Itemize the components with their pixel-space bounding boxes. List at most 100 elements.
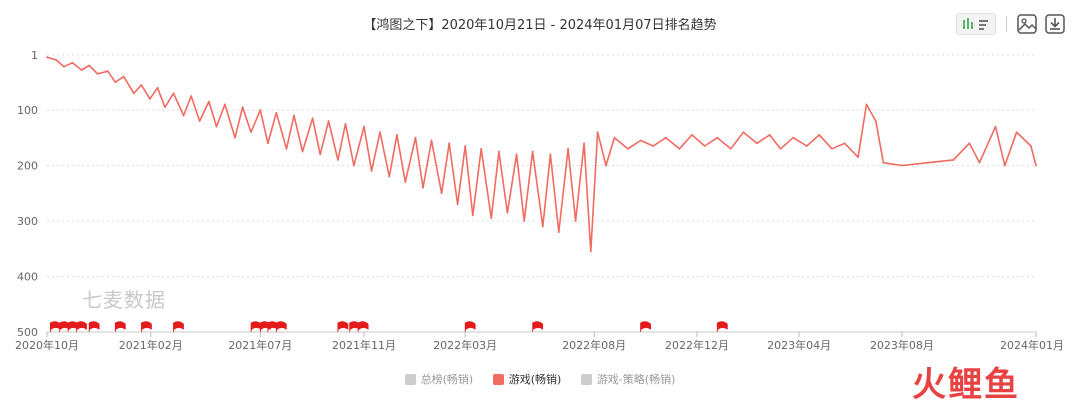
data-point[interactable]: [71, 61, 74, 64]
event-flag[interactable]: [88, 321, 100, 332]
data-point[interactable]: [224, 103, 226, 106]
data-point[interactable]: [857, 156, 859, 159]
event-flag[interactable]: [250, 321, 262, 332]
data-point[interactable]: [843, 142, 846, 145]
data-point[interactable]: [1003, 164, 1006, 167]
data-point[interactable]: [1030, 145, 1032, 147]
data-point[interactable]: [567, 147, 569, 150]
data-point[interactable]: [882, 161, 885, 164]
data-point[interactable]: [515, 153, 518, 156]
data-point[interactable]: [557, 231, 560, 233]
data-point[interactable]: [805, 145, 808, 147]
data-point[interactable]: [531, 150, 534, 153]
data-point[interactable]: [506, 211, 509, 214]
data-point[interactable]: [440, 192, 443, 195]
data-point[interactable]: [241, 106, 244, 109]
data-point[interactable]: [259, 109, 262, 111]
data-point[interactable]: [182, 114, 185, 117]
data-point[interactable]: [471, 214, 474, 217]
data-point[interactable]: [80, 69, 83, 71]
data-point[interactable]: [46, 56, 48, 59]
data-point[interactable]: [994, 125, 997, 128]
data-point[interactable]: [952, 159, 955, 161]
event-flag[interactable]: [464, 321, 476, 332]
data-point[interactable]: [716, 136, 719, 139]
data-point[interactable]: [96, 72, 99, 75]
data-point[interactable]: [215, 125, 218, 128]
data-point[interactable]: [172, 92, 175, 95]
data-point[interactable]: [742, 131, 745, 134]
data-point[interactable]: [664, 136, 667, 139]
data-point[interactable]: [336, 159, 339, 161]
data-point[interactable]: [234, 136, 236, 139]
data-point[interactable]: [327, 120, 330, 122]
event-flag[interactable]: [337, 321, 349, 332]
event-flag[interactable]: [716, 321, 728, 332]
data-point[interactable]: [464, 145, 467, 147]
data-point[interactable]: [456, 203, 459, 206]
data-point[interactable]: [148, 97, 151, 100]
data-point[interactable]: [589, 250, 592, 253]
data-point[interactable]: [164, 106, 166, 109]
data-point[interactable]: [703, 145, 706, 147]
legend-item-total[interactable]: 总榜(畅销): [404, 371, 473, 387]
save-image-button[interactable]: [1016, 13, 1038, 35]
event-flag[interactable]: [640, 321, 651, 332]
download-button[interactable]: [1044, 13, 1066, 35]
data-point[interactable]: [768, 134, 771, 136]
data-point[interactable]: [430, 139, 433, 142]
data-point[interactable]: [301, 150, 304, 153]
data-point[interactable]: [353, 164, 355, 167]
data-point[interactable]: [1035, 164, 1037, 167]
data-point[interactable]: [613, 136, 616, 139]
data-point[interactable]: [198, 120, 201, 122]
data-point[interactable]: [140, 84, 143, 86]
data-point[interactable]: [422, 186, 424, 189]
data-point[interactable]: [114, 81, 117, 84]
data-point[interactable]: [122, 75, 125, 78]
data-point[interactable]: [652, 145, 655, 147]
data-point[interactable]: [62, 65, 65, 68]
data-point[interactable]: [106, 70, 109, 72]
event-flag[interactable]: [49, 321, 61, 332]
data-point[interactable]: [605, 164, 607, 167]
data-point[interactable]: [792, 136, 795, 139]
data-point[interactable]: [404, 181, 407, 184]
data-point[interactable]: [480, 147, 483, 150]
data-point[interactable]: [865, 103, 868, 106]
event-flag[interactable]: [357, 321, 369, 332]
data-point[interactable]: [523, 220, 526, 222]
bar-line-toggle-button[interactable]: [956, 13, 996, 35]
data-point[interactable]: [448, 142, 451, 145]
event-flag[interactable]: [76, 321, 87, 332]
data-point[interactable]: [874, 120, 877, 122]
data-point[interactable]: [818, 134, 821, 136]
event-flag[interactable]: [141, 321, 152, 332]
event-flag[interactable]: [532, 321, 544, 332]
data-point[interactable]: [978, 161, 981, 164]
data-point[interactable]: [691, 134, 693, 136]
data-point[interactable]: [88, 64, 91, 67]
data-point[interactable]: [574, 220, 577, 222]
data-point[interactable]: [596, 131, 599, 134]
event-flag[interactable]: [173, 321, 184, 332]
data-point[interactable]: [831, 147, 833, 150]
data-point[interactable]: [267, 142, 269, 145]
data-point[interactable]: [968, 142, 971, 145]
data-point[interactable]: [311, 117, 314, 120]
data-point[interactable]: [414, 136, 417, 139]
data-point[interactable]: [275, 111, 278, 114]
data-point[interactable]: [639, 139, 642, 142]
legend-item-strategy[interactable]: 游戏-策略(畅销): [580, 371, 675, 387]
data-point[interactable]: [756, 142, 758, 145]
data-point[interactable]: [190, 95, 193, 97]
data-point[interactable]: [627, 147, 629, 150]
data-point[interactable]: [396, 134, 398, 136]
data-point[interactable]: [132, 92, 135, 95]
data-point[interactable]: [207, 100, 210, 103]
data-point[interactable]: [379, 131, 381, 134]
data-point[interactable]: [1015, 131, 1018, 134]
data-point[interactable]: [156, 86, 159, 89]
data-point[interactable]: [344, 122, 347, 125]
data-point[interactable]: [490, 217, 493, 220]
